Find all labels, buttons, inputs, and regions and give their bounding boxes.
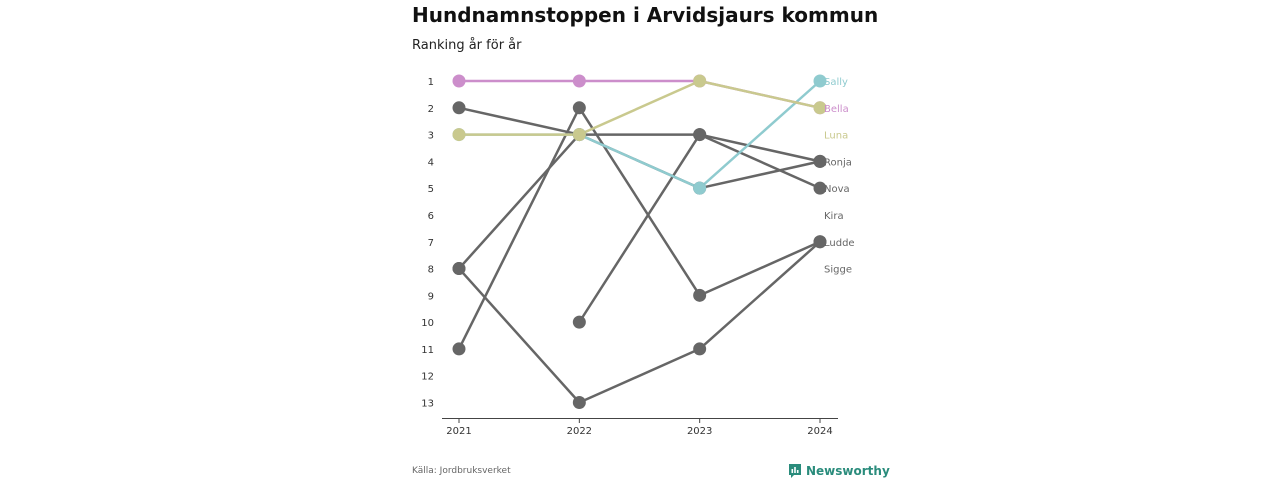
series-point-luna xyxy=(813,101,827,115)
series-point-luna xyxy=(572,128,586,142)
series-point-kira xyxy=(693,288,707,302)
source-note: Källa: Jordbruksverket xyxy=(412,466,511,476)
y-tick-label: 2 xyxy=(428,104,434,115)
y-tick-label: 12 xyxy=(421,372,434,383)
x-tick-label: 2024 xyxy=(807,426,832,437)
brand-name: Newsworthy xyxy=(806,464,890,478)
series-point-sally xyxy=(693,181,707,195)
chart-subtitle: Ranking år för år xyxy=(412,38,522,53)
series-point-ludde xyxy=(813,235,827,249)
y-tick-label: 5 xyxy=(428,184,434,195)
y-tick-label: 7 xyxy=(428,238,434,249)
series-point-luna xyxy=(693,74,707,88)
y-tick-label: 13 xyxy=(421,399,434,410)
series-point-sigge xyxy=(693,128,707,142)
x-tick-label: 2023 xyxy=(687,426,712,437)
series-label-bella: Bella xyxy=(824,104,849,115)
series-line-ludde xyxy=(458,240,821,404)
y-tick-label: 3 xyxy=(428,131,434,142)
y-tick-label: 4 xyxy=(428,157,434,168)
series-point-ludde xyxy=(452,262,466,276)
series-line-luna xyxy=(459,79,821,136)
x-tick-label: 2021 xyxy=(446,426,471,437)
series-line-bella xyxy=(459,79,821,110)
x-tick-label: 2022 xyxy=(567,426,592,437)
newsworthy-logo-icon xyxy=(789,464,801,478)
series-label-ludde: Ludde xyxy=(824,238,855,249)
series-label-sigge: Sigge xyxy=(824,265,852,276)
chart-title: Hundnamnstoppen i Arvidsjaurs kommun xyxy=(412,3,879,27)
series-point-bella xyxy=(452,74,466,88)
y-tick-label: 11 xyxy=(421,345,434,356)
brand-logo: Newsworthy xyxy=(788,463,890,479)
series-point-kira xyxy=(572,101,586,115)
series-label-sally: Sally xyxy=(824,77,848,88)
series-label-nova: Nova xyxy=(824,184,850,195)
series-point-sigge xyxy=(572,315,586,329)
series-point-bella xyxy=(572,74,586,88)
y-tick-label: 9 xyxy=(428,291,434,302)
series-point-ronja xyxy=(452,101,466,115)
series-point-ludde xyxy=(693,342,707,356)
series-label-ronja: Ronja xyxy=(824,157,852,168)
series-point-luna xyxy=(452,128,466,142)
series-point-ludde xyxy=(572,396,586,409)
series-line-ronja xyxy=(458,106,821,163)
series-point-kira xyxy=(452,342,466,356)
y-tick-label: 6 xyxy=(428,211,434,222)
y-tick-label: 1 xyxy=(428,77,434,88)
series-point-nova xyxy=(813,154,827,168)
y-tick-label: 10 xyxy=(421,318,434,329)
series-point-sally xyxy=(813,74,827,88)
series-point-sigge xyxy=(813,181,827,195)
y-tick-label: 8 xyxy=(428,265,434,276)
series-label-kira: Kira xyxy=(824,211,844,222)
series-line-kira xyxy=(457,106,821,350)
series-label-luna: Luna xyxy=(824,131,848,142)
